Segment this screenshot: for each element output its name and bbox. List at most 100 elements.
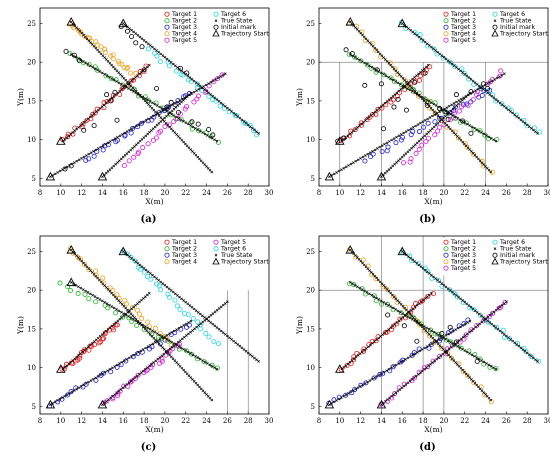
data-point <box>234 341 238 345</box>
data-point <box>419 300 423 304</box>
data-point <box>381 103 385 107</box>
legend-label: Target 2 <box>450 18 476 25</box>
data-point <box>96 296 99 300</box>
data-point <box>502 104 506 108</box>
data-point <box>129 34 135 40</box>
data-point <box>145 141 151 147</box>
data-point <box>449 331 453 334</box>
data-point <box>425 98 429 102</box>
data-point <box>452 292 456 296</box>
data-point <box>180 325 183 329</box>
data-point <box>495 76 499 80</box>
data-point <box>348 132 352 136</box>
data-point <box>437 333 440 337</box>
data-point <box>206 362 209 365</box>
data-point <box>420 348 424 351</box>
data-point <box>138 72 141 76</box>
data-point <box>198 326 204 332</box>
data-point <box>173 64 177 68</box>
x-tick-label: 12 <box>356 417 365 425</box>
data-point <box>138 35 142 39</box>
data-point <box>498 75 501 78</box>
data-point <box>461 119 464 123</box>
data-point <box>208 363 212 367</box>
data-point <box>203 360 207 364</box>
data-point <box>425 294 431 300</box>
data-point <box>105 74 109 78</box>
data-point <box>451 63 457 69</box>
data-point <box>232 111 235 115</box>
data-point <box>86 267 92 273</box>
data-point <box>350 359 354 362</box>
chart-panel-a: 8 10 12 14 16 18 20 22 24 26 28 30 5 10 15 20 25 X(m) Y(m)… <box>16 7 273 225</box>
data-point <box>493 78 497 81</box>
data-point <box>352 161 355 164</box>
data-point <box>72 389 76 392</box>
data-point <box>492 310 496 314</box>
data-point <box>419 142 425 148</box>
data-point <box>221 331 225 334</box>
data-point <box>153 102 157 106</box>
legend-marker <box>493 19 497 23</box>
data-point <box>198 312 202 316</box>
data-point <box>139 120 145 126</box>
data-point <box>194 354 197 358</box>
data-point <box>226 334 229 338</box>
data-point <box>226 300 229 304</box>
data-point <box>393 93 397 96</box>
data-point <box>67 134 71 138</box>
data-point <box>173 102 177 105</box>
data-point <box>87 152 91 156</box>
data-point <box>352 386 358 392</box>
data-point <box>53 172 57 176</box>
data-point <box>114 321 118 324</box>
data-point <box>463 349 467 352</box>
x-tick-label: 18 <box>419 189 428 197</box>
data-point <box>356 386 360 390</box>
data-point <box>379 335 382 338</box>
data-point <box>128 255 134 261</box>
data-point <box>407 128 410 132</box>
legend-marker <box>212 29 220 37</box>
data-point <box>404 383 408 386</box>
data-point <box>324 399 335 409</box>
series-initial-mark <box>62 24 216 172</box>
data-point <box>87 117 90 121</box>
data-point <box>349 390 353 394</box>
data-point <box>115 363 119 367</box>
data-point <box>403 313 407 317</box>
data-point <box>409 79 412 83</box>
data-point <box>102 331 106 335</box>
data-point <box>165 285 169 289</box>
data-point <box>242 120 246 123</box>
data-point <box>110 305 114 308</box>
data-point <box>478 384 484 390</box>
x-tick-label: 26 <box>223 417 232 425</box>
data-point <box>447 347 451 351</box>
x-axis-label: X(m) <box>145 425 163 434</box>
data-point <box>499 101 505 107</box>
data-point <box>500 103 504 106</box>
data-point <box>214 78 218 81</box>
data-point <box>379 105 383 108</box>
data-point <box>397 134 401 138</box>
data-point <box>74 55 78 59</box>
data-point <box>257 360 260 363</box>
data-point <box>425 270 429 274</box>
data-point <box>399 88 403 91</box>
data-point <box>376 399 387 409</box>
data-point <box>168 347 172 351</box>
data-point <box>155 332 159 335</box>
data-point <box>108 326 112 330</box>
data-point <box>78 256 84 262</box>
data-point <box>132 126 136 129</box>
data-point <box>187 332 190 336</box>
data-point <box>250 126 254 130</box>
data-point <box>434 49 437 52</box>
data-point <box>101 372 105 375</box>
data-point <box>186 350 190 354</box>
data-point <box>462 335 465 339</box>
data-point <box>455 66 458 69</box>
data-point <box>425 135 431 141</box>
